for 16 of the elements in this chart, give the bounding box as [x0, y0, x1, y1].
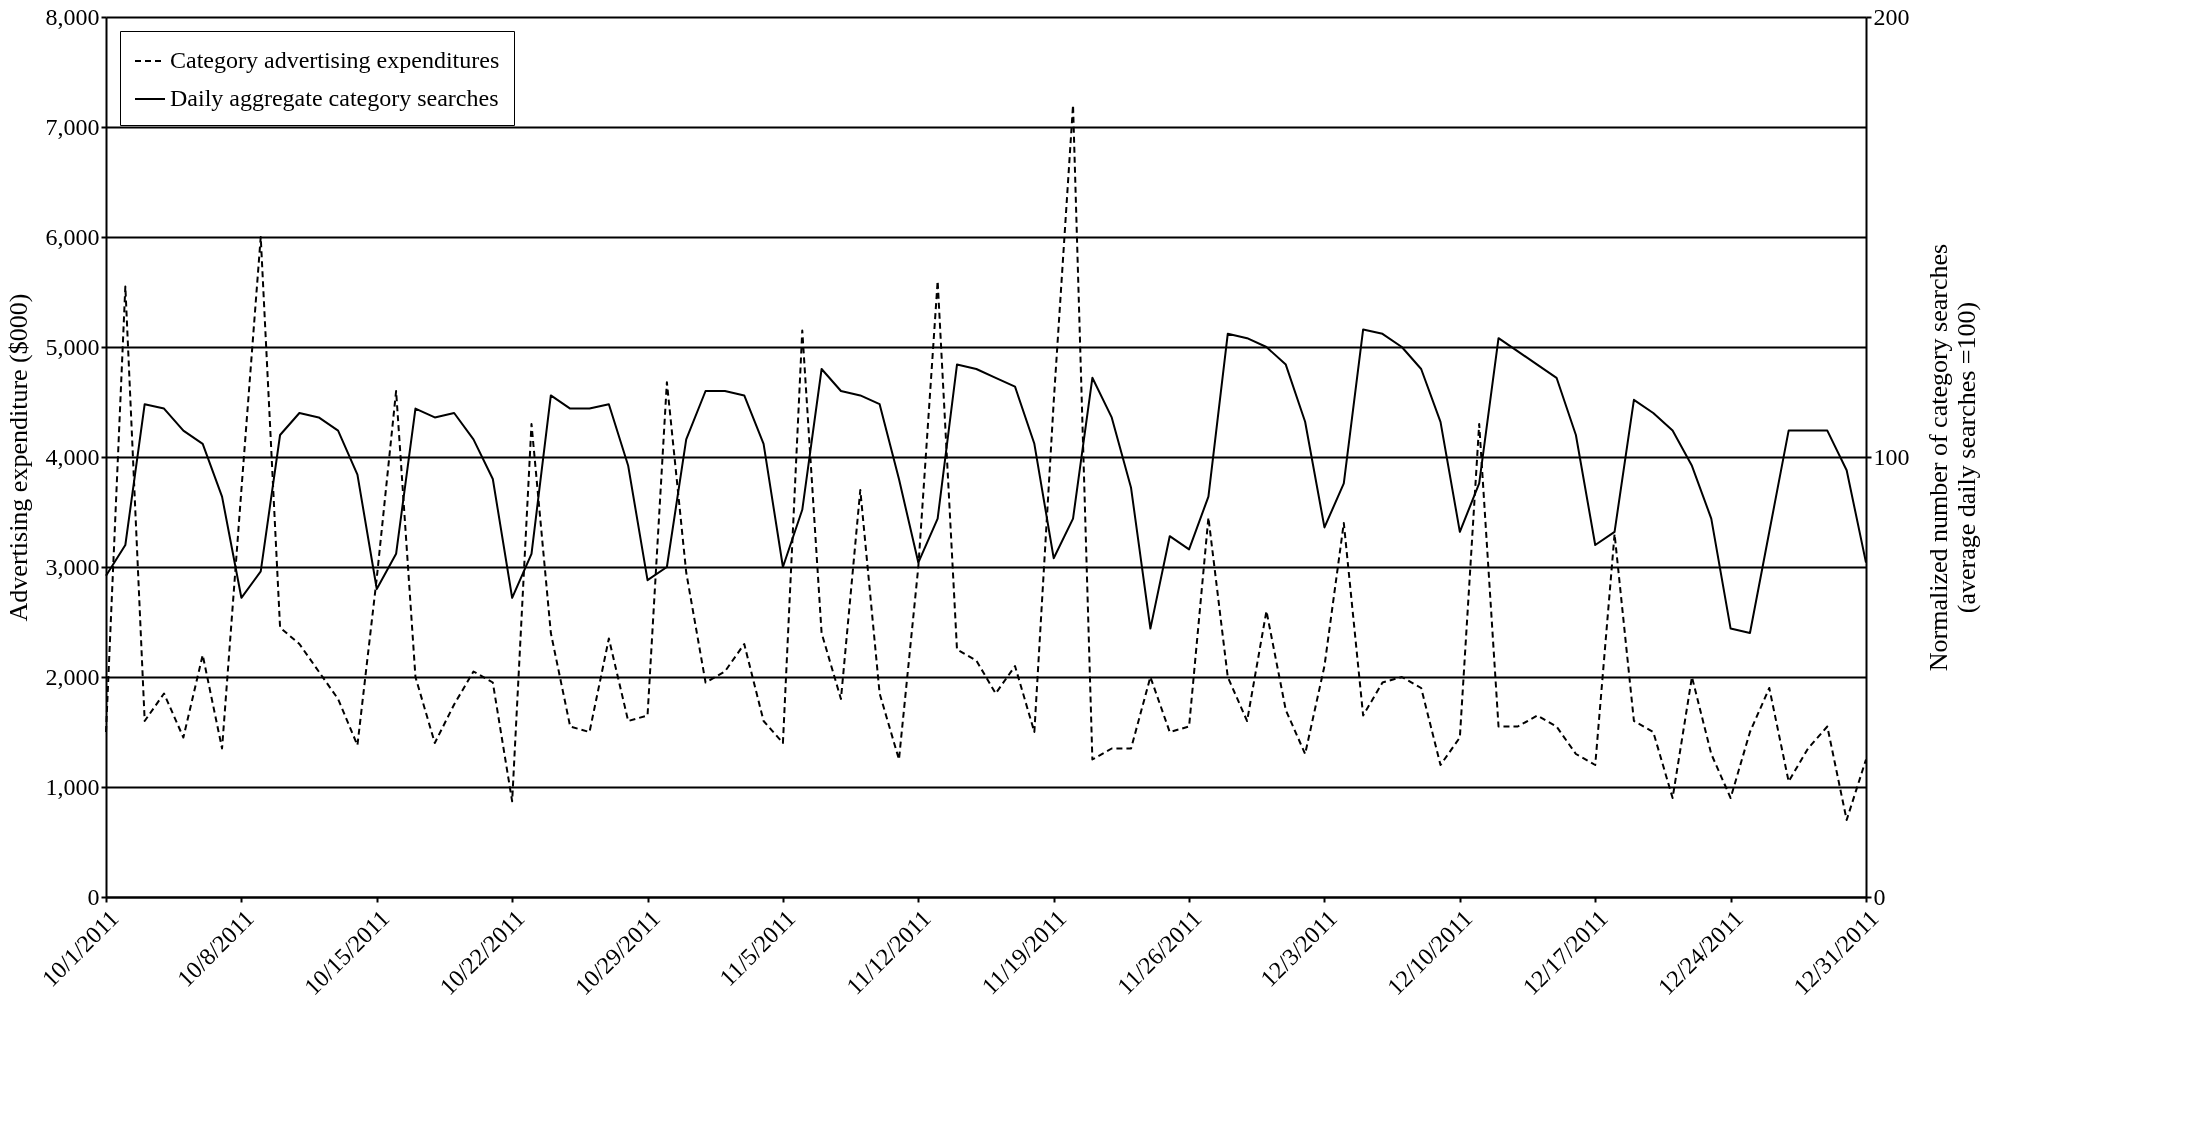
y-tick-label: 3,000 [45, 553, 100, 580]
y-tick-label: 2,000 [45, 663, 100, 690]
y2-axis-title: Normalized number of category searches (average daily searches =100) [1923, 243, 1981, 672]
y-tick-label: 4,000 [45, 443, 100, 470]
y-tick-label: 8,000 [45, 3, 100, 30]
legend-label: Category advertising expenditures [170, 47, 500, 73]
legend-label: Daily aggregate category searches [170, 85, 499, 111]
y-tick-label: 1,000 [45, 773, 100, 800]
y-tick-label: 6,000 [45, 223, 100, 250]
y-axis-title: Advertising expenditure ($000) [3, 293, 33, 622]
y2-tick-label: 100 [1873, 443, 1910, 470]
y-tick-label: 0 [87, 883, 100, 910]
y-tick-label: 5,000 [45, 333, 100, 360]
y-tick-label: 7,000 [45, 113, 100, 140]
y2-tick-label: 200 [1873, 3, 1910, 30]
y2-tick-label: 0 [1873, 883, 1886, 910]
